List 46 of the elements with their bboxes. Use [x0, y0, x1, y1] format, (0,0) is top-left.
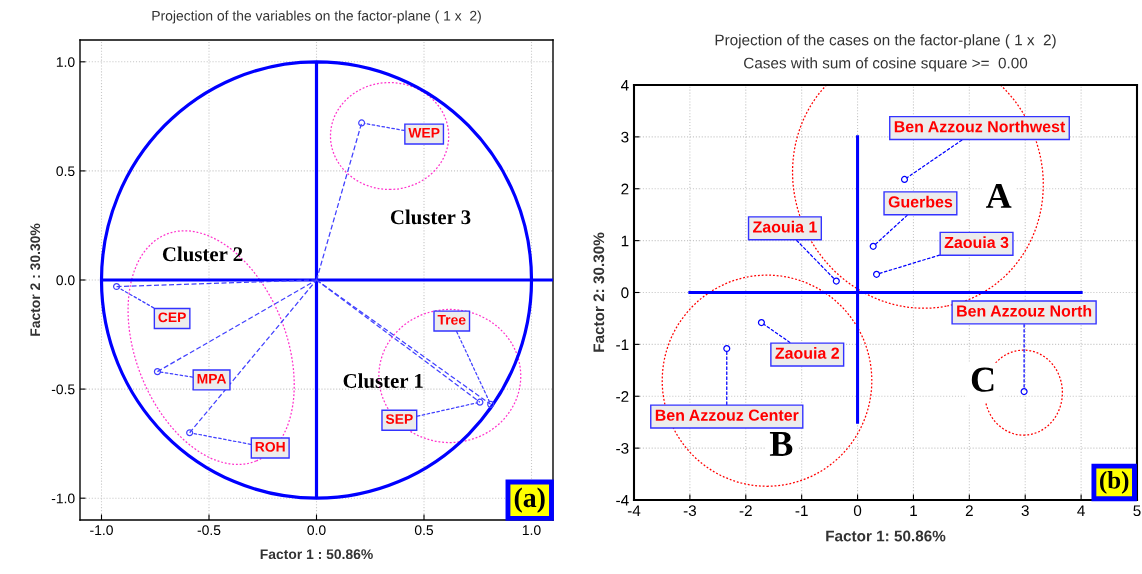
x-tick-label: 1.0	[522, 525, 541, 536]
x-tick-label: -1.0	[90, 525, 113, 536]
y-tick-label: -3	[616, 442, 629, 454]
chart-title: Projection of the variables on the factor-plane ( 1 x 2)	[152, 10, 481, 24]
x-tick-label: -2	[739, 505, 752, 516]
annotation: (b)	[1100, 471, 1129, 494]
data-label: Zaouia 1	[753, 220, 817, 233]
data-label: Ben Azzouz Center	[655, 409, 799, 421]
data-label: Ben Azzouz Northwest	[894, 120, 1066, 133]
annotation: A	[985, 183, 1012, 208]
x-axis-title: Factor 1: 50.86%	[826, 530, 946, 542]
x-tick-label: 5	[1133, 505, 1141, 517]
y-tick-label: 2	[621, 183, 629, 195]
y-tick-label: 4	[620, 80, 629, 91]
x-tick-label: -1	[795, 505, 808, 516]
x-tick-label: 0.5	[414, 525, 434, 536]
y-axis-title: Factor 2 : 30.30%	[30, 223, 41, 336]
y-tick-label: -2	[616, 391, 629, 402]
x-tick-label: 0	[853, 505, 862, 517]
x-tick-label: 0.0	[307, 525, 326, 536]
annotation: C	[971, 367, 994, 392]
x-axis-title: Factor 1 : 50.86%	[260, 549, 373, 560]
x-tick-label: -0.5	[197, 525, 221, 536]
y-tick-label: 3	[621, 131, 629, 143]
y-tick-label: 0.0	[56, 275, 75, 286]
annotation: B	[769, 432, 793, 456]
chart-title: Projection of the cases on the factor-plane ( 1 x 2)	[715, 34, 1056, 49]
data-label: Guerbes	[888, 195, 953, 208]
y-tick-label: 1.0	[56, 57, 75, 67]
y-tick-label: -1	[616, 339, 629, 350]
x-tick-label: 4	[1077, 505, 1085, 516]
y-tick-label: 0	[621, 287, 629, 299]
y-tick-label: 0.5	[56, 166, 75, 177]
y-tick-label: -0.5	[51, 384, 75, 395]
x-tick-label: -3	[683, 505, 697, 517]
x-tick-label: 2	[965, 505, 973, 516]
y-tick-label: 1	[621, 235, 629, 247]
data-label: Zaouia 3	[944, 236, 1009, 249]
chart-subtitle: Cases with sum of cosine square >= 0.00	[744, 57, 1028, 72]
x-tick-label: 1	[910, 505, 917, 516]
y-tick-label: -1.0	[51, 493, 75, 504]
y-tick-label: -4	[616, 495, 629, 506]
y-axis-title: Factor 2: 30.30%	[593, 232, 605, 352]
x-tick-label: 3	[1021, 505, 1029, 517]
data-label: Ben Azzouz North	[957, 304, 1092, 317]
data-label: Zaouia 2	[775, 347, 840, 359]
